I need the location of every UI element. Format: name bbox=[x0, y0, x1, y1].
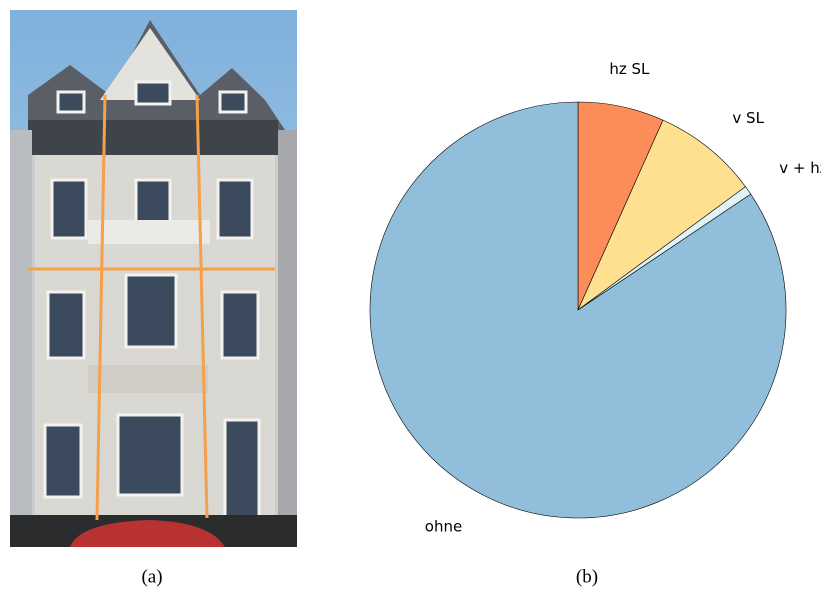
slice-label: hz SL bbox=[609, 60, 650, 78]
pie: hz SL v SL v + hz SL ohne bbox=[369, 60, 821, 536]
chart-caption: (b) bbox=[576, 566, 598, 587]
photo bbox=[10, 10, 297, 547]
pie-slice bbox=[577, 119, 746, 311]
photo-caption: (a) bbox=[141, 566, 162, 587]
slice-label: v + hz SL bbox=[779, 159, 821, 177]
pie-slice bbox=[369, 101, 787, 519]
slice-label: v SL bbox=[732, 109, 764, 127]
slice-label: ohne bbox=[425, 518, 462, 536]
